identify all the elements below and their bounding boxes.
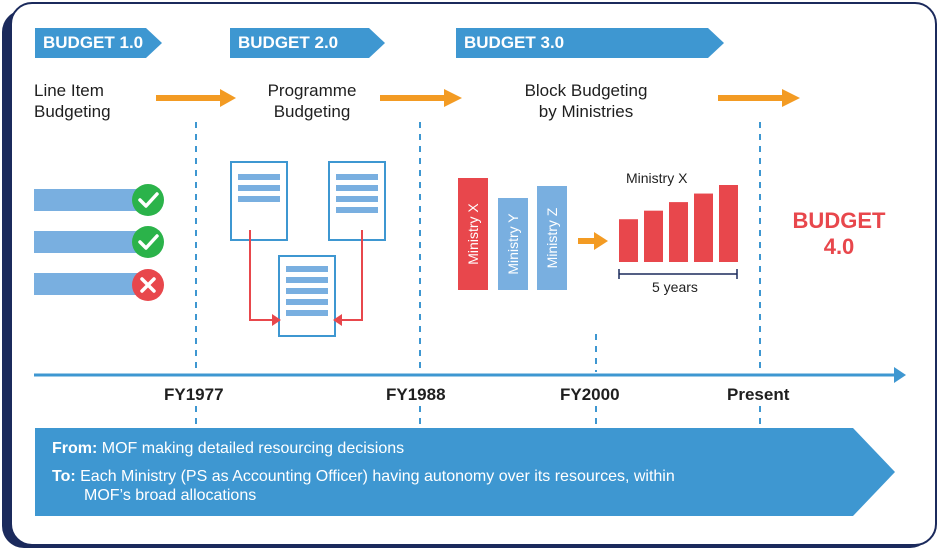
phase-title-1-line1: Line Item <box>34 81 104 100</box>
document-icon-right <box>328 161 386 241</box>
ministry-column-x <box>458 178 488 290</box>
phase-title-2-line2: Budgeting <box>273 102 351 121</box>
orange-arrow-small <box>578 232 608 250</box>
timeline-label-present: Present <box>727 385 790 404</box>
ministry-label-z: Ministry Z <box>544 207 560 269</box>
banner-to-label: To: <box>52 468 76 485</box>
timeline-axis <box>34 367 906 383</box>
arrowhead-icon <box>272 314 281 326</box>
line-item-bar-2 <box>34 226 164 258</box>
ministry-x-bar-3 <box>669 202 688 262</box>
check-icon <box>132 226 164 258</box>
arrowhead-icon <box>333 314 342 326</box>
orange-arrow-1 <box>156 89 236 107</box>
ministry-x-bar-2 <box>644 210 663 262</box>
budget-4-line1: BUDGET <box>792 208 886 233</box>
ministry-x-bar-4 <box>694 193 713 262</box>
phase-title-3-line1: Block Budgeting <box>524 81 648 100</box>
merge-arrows <box>249 230 363 321</box>
orange-arrow-3 <box>718 89 800 107</box>
check-icon <box>132 184 164 216</box>
timeline-label-fy1977: FY1977 <box>164 385 224 404</box>
budget-4-line2: 4.0 <box>823 234 855 259</box>
ministry-label-y: Ministry Y <box>505 213 521 275</box>
ministry-column-y <box>498 198 528 290</box>
ministry-x-bar-5 <box>719 185 738 262</box>
banner-from-line: From: MOF making detailed resourcing dec… <box>52 439 404 458</box>
banner-to-text-2: MOF’s broad allocations <box>84 487 257 504</box>
timeline-label-fy2000: FY2000 <box>560 385 620 404</box>
phase-title-3: Block Budgeting by Ministries <box>500 80 672 122</box>
line-item-bar-1 <box>34 184 164 216</box>
budget-4-label: BUDGET 4.0 <box>780 208 898 260</box>
banner-from-text: MOF making detailed resourcing decisions <box>97 440 405 457</box>
ministry-chart-title: Ministry X <box>626 170 688 186</box>
banner-to-line: To: Each Ministry (PS as Accounting Offi… <box>52 467 675 486</box>
timeline-label-fy1988: FY1988 <box>386 385 446 404</box>
summary-banner <box>35 428 895 516</box>
phase-tag-3: BUDGET 3.0 <box>456 28 724 58</box>
ministry-chart-span-label: 5 years <box>652 279 698 295</box>
phase-tag-1: BUDGET 1.0 <box>35 28 162 58</box>
phase-title-3-line2: by Ministries <box>538 102 634 121</box>
phase-tag-2: BUDGET 2.0 <box>230 28 385 58</box>
line-item-bar-3 <box>34 269 164 301</box>
phase-title-2-line1: Programme <box>267 81 357 100</box>
timeline-markers <box>195 122 761 424</box>
document-icon-left <box>230 161 288 241</box>
span-bracket <box>618 269 738 279</box>
banner-to-text-1: Each Ministry (PS as Accounting Officer)… <box>75 468 675 485</box>
phase-title-2: Programme Budgeting <box>250 80 374 122</box>
phase-title-1-line2: Budgeting <box>34 102 111 121</box>
document-icon-merged <box>278 255 336 337</box>
ministry-x-bar-1 <box>619 219 638 262</box>
banner-from-label: From: <box>52 440 98 457</box>
orange-arrow-2 <box>380 89 462 107</box>
phase-title-1: Line Item Budgeting <box>34 80 111 122</box>
ministry-column-z <box>537 186 567 290</box>
ministry-label-x: Ministry X <box>465 203 481 265</box>
ministry-x-chart <box>619 185 738 262</box>
